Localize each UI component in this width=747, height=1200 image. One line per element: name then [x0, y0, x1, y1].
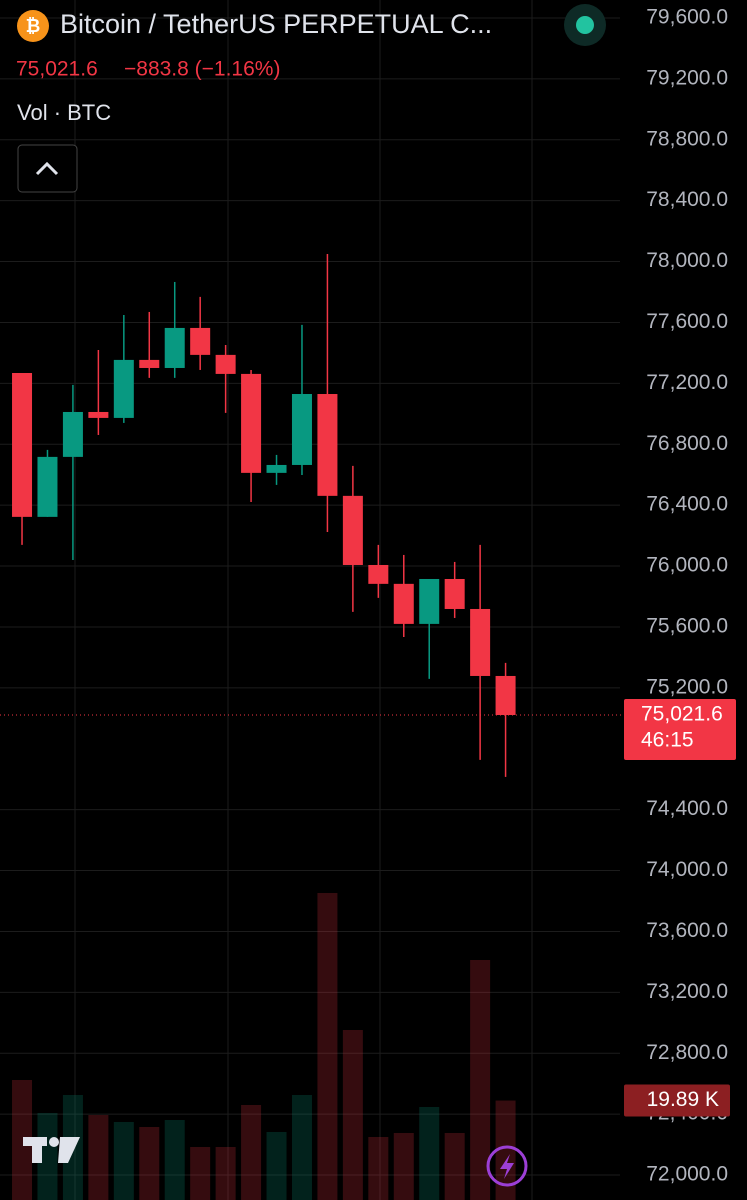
- y-tick-label: 78,000.0: [646, 249, 728, 272]
- y-tick-label: 77,600.0: [646, 310, 728, 333]
- candle-body: [190, 327, 211, 355]
- y-tick-label: 78,400.0: [646, 188, 728, 211]
- tv-logo: [23, 1137, 80, 1163]
- candle-body: [12, 373, 33, 517]
- coin-symbol: ₿: [26, 16, 41, 36]
- volume-bar: [495, 1100, 516, 1200]
- y-axis: 79,600.0 79,200.0 78,800.0 78,400.0 78,000.0…: [646, 6, 728, 1186]
- status-dot: [576, 16, 594, 34]
- volume-bar: [419, 1107, 440, 1200]
- tags: 75,021.6 46:15 19.89 K: [0, 699, 736, 1117]
- volume-bar: [12, 1080, 33, 1200]
- candle-body: [88, 411, 109, 418]
- candle-body: [393, 583, 414, 624]
- volume-bar: [241, 1105, 262, 1200]
- candle-body: [342, 495, 363, 565]
- logo-part: [58, 1137, 80, 1163]
- y-tick-label: 78,800.0: [646, 127, 728, 150]
- volume-tag: [624, 1084, 730, 1117]
- candle-body: [266, 464, 287, 473]
- candle-body: [139, 359, 160, 368]
- chevron-icon: [35, 161, 59, 176]
- y-tick-label: 76,000.0: [646, 554, 728, 577]
- volume-label: Vol · BTC: [17, 100, 111, 125]
- collapse-button[interactable]: [17, 144, 78, 193]
- title: Bitcoin / TetherUS PERPETUAL C...: [60, 9, 492, 39]
- y-tick-label: 76,800.0: [646, 432, 728, 455]
- candle-body: [215, 354, 236, 374]
- price-tag: [624, 699, 736, 761]
- volume-bar: [470, 960, 491, 1200]
- price-tag-label: 75,021.6: [641, 703, 723, 726]
- volume-bar: [291, 1095, 312, 1200]
- volume-bar: [164, 1120, 185, 1200]
- y-tick-label: 74,000.0: [646, 858, 728, 881]
- volume-bar: [342, 1030, 363, 1200]
- y-tick-label: 75,600.0: [646, 614, 728, 637]
- lightning-icon: [500, 1154, 514, 1179]
- coin-icon: [17, 10, 49, 42]
- y-tick-label: 79,200.0: [646, 66, 728, 89]
- volume-bar: [190, 1147, 211, 1200]
- y-tick-label: 72,800.0: [646, 1041, 728, 1064]
- candle-body: [62, 411, 83, 457]
- candle-body: [495, 675, 516, 716]
- y-tick-label: 73,600.0: [646, 919, 728, 942]
- volume-tag-label: 19.89 K: [647, 1088, 719, 1111]
- volume-bar: [88, 1115, 109, 1200]
- volume-bar: [113, 1122, 134, 1200]
- candle-body: [368, 564, 389, 584]
- logo-part: [32, 1137, 42, 1163]
- volume-bar: [215, 1147, 236, 1200]
- candle-body: [37, 456, 58, 517]
- y-tick-label: 74,400.0: [646, 797, 728, 820]
- grid: [0, 17, 620, 1176]
- volume-bar: [139, 1127, 160, 1200]
- candle-body: [317, 394, 338, 496]
- volume-bar: [444, 1133, 465, 1200]
- candles: [12, 253, 516, 777]
- volume-bar: [393, 1133, 414, 1200]
- candle-body: [113, 359, 134, 418]
- vertical-grid: [74, 0, 533, 1200]
- y-tick-label: 73,200.0: [646, 980, 728, 1003]
- y-tick-label: 75,200.0: [646, 675, 728, 698]
- volume-bar: [368, 1137, 389, 1200]
- lightning-button[interactable]: [486, 1145, 528, 1187]
- volume-bar: [317, 893, 338, 1200]
- candle-body: [470, 608, 491, 676]
- volume-bar: [37, 1113, 58, 1200]
- y-tick-label: 77,200.0: [646, 371, 728, 394]
- y-tick-label: 76,400.0: [646, 493, 728, 516]
- logo-part: [49, 1137, 59, 1147]
- y-tick-label: 79,600.0: [646, 6, 728, 29]
- countdown: 46:15: [641, 729, 694, 752]
- candle-body: [444, 578, 465, 609]
- candle-body: [164, 327, 185, 368]
- volume-bars: [12, 893, 516, 1200]
- candle-body: [241, 373, 262, 473]
- candle-body: [419, 578, 440, 624]
- price-change: −883.8 (−1.16%): [124, 58, 280, 81]
- last-price: 75,021.6: [16, 58, 98, 81]
- y-tick-label: 72,000.0: [646, 1163, 728, 1186]
- volume-bar: [266, 1132, 287, 1200]
- candle-body: [291, 394, 312, 465]
